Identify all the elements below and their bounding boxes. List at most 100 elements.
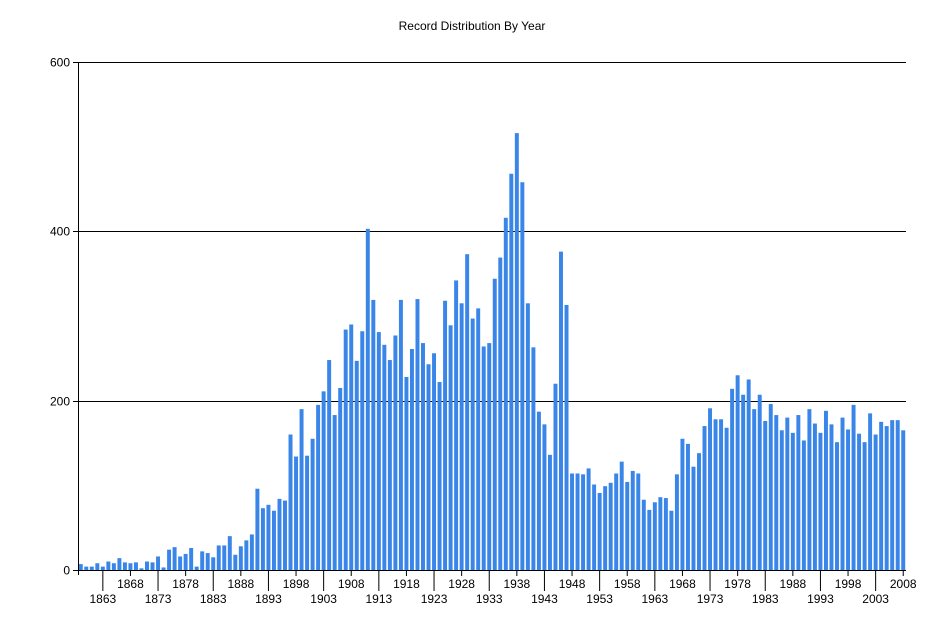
bar-1916	[393, 335, 398, 570]
bar-1984	[768, 404, 773, 570]
bar-1980	[746, 379, 751, 570]
bar-1882	[205, 553, 210, 570]
bar-1920	[415, 299, 420, 570]
bar-1859	[78, 564, 83, 570]
bars	[78, 133, 906, 571]
x-tick-label-1863: 1863	[89, 592, 116, 606]
bar-1968	[680, 438, 685, 570]
bar-1975	[719, 419, 724, 570]
bar-1998	[846, 429, 851, 570]
bar-1949	[575, 473, 580, 570]
bar-1892	[260, 508, 265, 570]
bar-1912	[371, 299, 376, 570]
x-tick-label-1928: 1928	[448, 577, 475, 591]
bar-2003	[873, 434, 878, 570]
bar-1877	[178, 556, 183, 570]
bar-1986	[779, 430, 784, 570]
bar-1962	[647, 509, 652, 570]
bar-1917	[398, 299, 403, 570]
bar-1982	[757, 394, 762, 570]
bar-2007	[895, 420, 900, 570]
bar-2006	[890, 420, 895, 570]
bar-1953	[597, 492, 602, 570]
bar-1865	[111, 563, 116, 570]
bar-1880	[194, 566, 199, 570]
bar-1993	[818, 432, 823, 570]
bar-1927	[454, 280, 459, 570]
bar-1923	[432, 353, 437, 570]
bar-1994	[823, 410, 828, 570]
bar-1915	[387, 360, 392, 570]
bar-1934	[492, 278, 497, 570]
bar-1992	[812, 423, 817, 570]
bar-1950	[581, 474, 586, 570]
bar-1887	[233, 554, 238, 570]
y-tick-label-400: 400	[50, 225, 70, 239]
bar-1869	[133, 562, 138, 570]
y-tick-label-600: 600	[50, 56, 70, 70]
y-tick-label-0: 0	[63, 564, 70, 578]
bar-1955	[608, 482, 613, 570]
bar-1860	[84, 566, 89, 570]
bar-1981	[752, 409, 757, 570]
bar-1879	[189, 547, 194, 570]
bar-1867	[122, 562, 127, 570]
x-tick-label-1933: 1933	[476, 592, 503, 606]
bar-1886	[227, 536, 232, 570]
x-tick-label-1878: 1878	[172, 577, 199, 591]
bar-1989	[796, 415, 801, 570]
bar-1996	[835, 442, 839, 570]
bar-1930	[470, 318, 475, 570]
x-tick-label-1888: 1888	[227, 577, 254, 591]
bar-1997	[840, 417, 845, 570]
x-tick-label-1923: 1923	[421, 592, 448, 606]
bar-1999	[851, 404, 856, 570]
x-tick-label-1958: 1958	[614, 577, 641, 591]
bar-1913	[376, 332, 381, 570]
bar-1921	[421, 343, 425, 570]
bar-1889	[244, 540, 249, 570]
bar-1904	[327, 360, 332, 570]
axes	[73, 62, 906, 591]
bar-1969	[685, 443, 690, 570]
bar-1972	[702, 426, 707, 570]
bar-1881	[200, 551, 205, 570]
bar-1943	[542, 424, 547, 570]
bar-1905	[332, 415, 337, 570]
bar-1964	[658, 497, 663, 570]
bar-1995	[829, 424, 834, 570]
bar-2000	[857, 433, 862, 570]
x-tick-label-1883: 1883	[200, 592, 227, 606]
x-tick-label-1893: 1893	[255, 592, 282, 606]
bar-1966	[669, 510, 674, 570]
bar-1945	[553, 383, 558, 570]
bar-1895	[277, 498, 282, 570]
bar-1909	[354, 360, 359, 570]
gridlines	[78, 62, 906, 402]
bar-1939	[520, 182, 525, 571]
bar-1926	[448, 325, 453, 570]
bar-2004	[879, 421, 884, 570]
bar-1910	[360, 331, 365, 570]
bar-1914	[382, 344, 387, 570]
bar-1970	[691, 466, 696, 570]
bar-1978	[735, 375, 740, 570]
bar-1974	[713, 419, 718, 570]
bar-1957	[619, 461, 624, 570]
x-tick-label-1968: 1968	[669, 577, 696, 591]
bar-1933	[487, 343, 492, 570]
x-tick-label-1948: 1948	[559, 577, 586, 591]
bar-1884	[216, 545, 221, 570]
bar-1976	[724, 427, 729, 570]
bar-1924	[437, 382, 442, 570]
bar-2005	[884, 426, 889, 570]
bar-1864	[106, 561, 111, 570]
bar-1900	[305, 455, 310, 570]
bar-1922	[426, 364, 431, 570]
bar-1901	[310, 438, 315, 570]
x-tick-label-1988: 1988	[779, 577, 806, 591]
bar-1967	[674, 474, 679, 570]
x-tick-label-1898: 1898	[283, 577, 310, 591]
